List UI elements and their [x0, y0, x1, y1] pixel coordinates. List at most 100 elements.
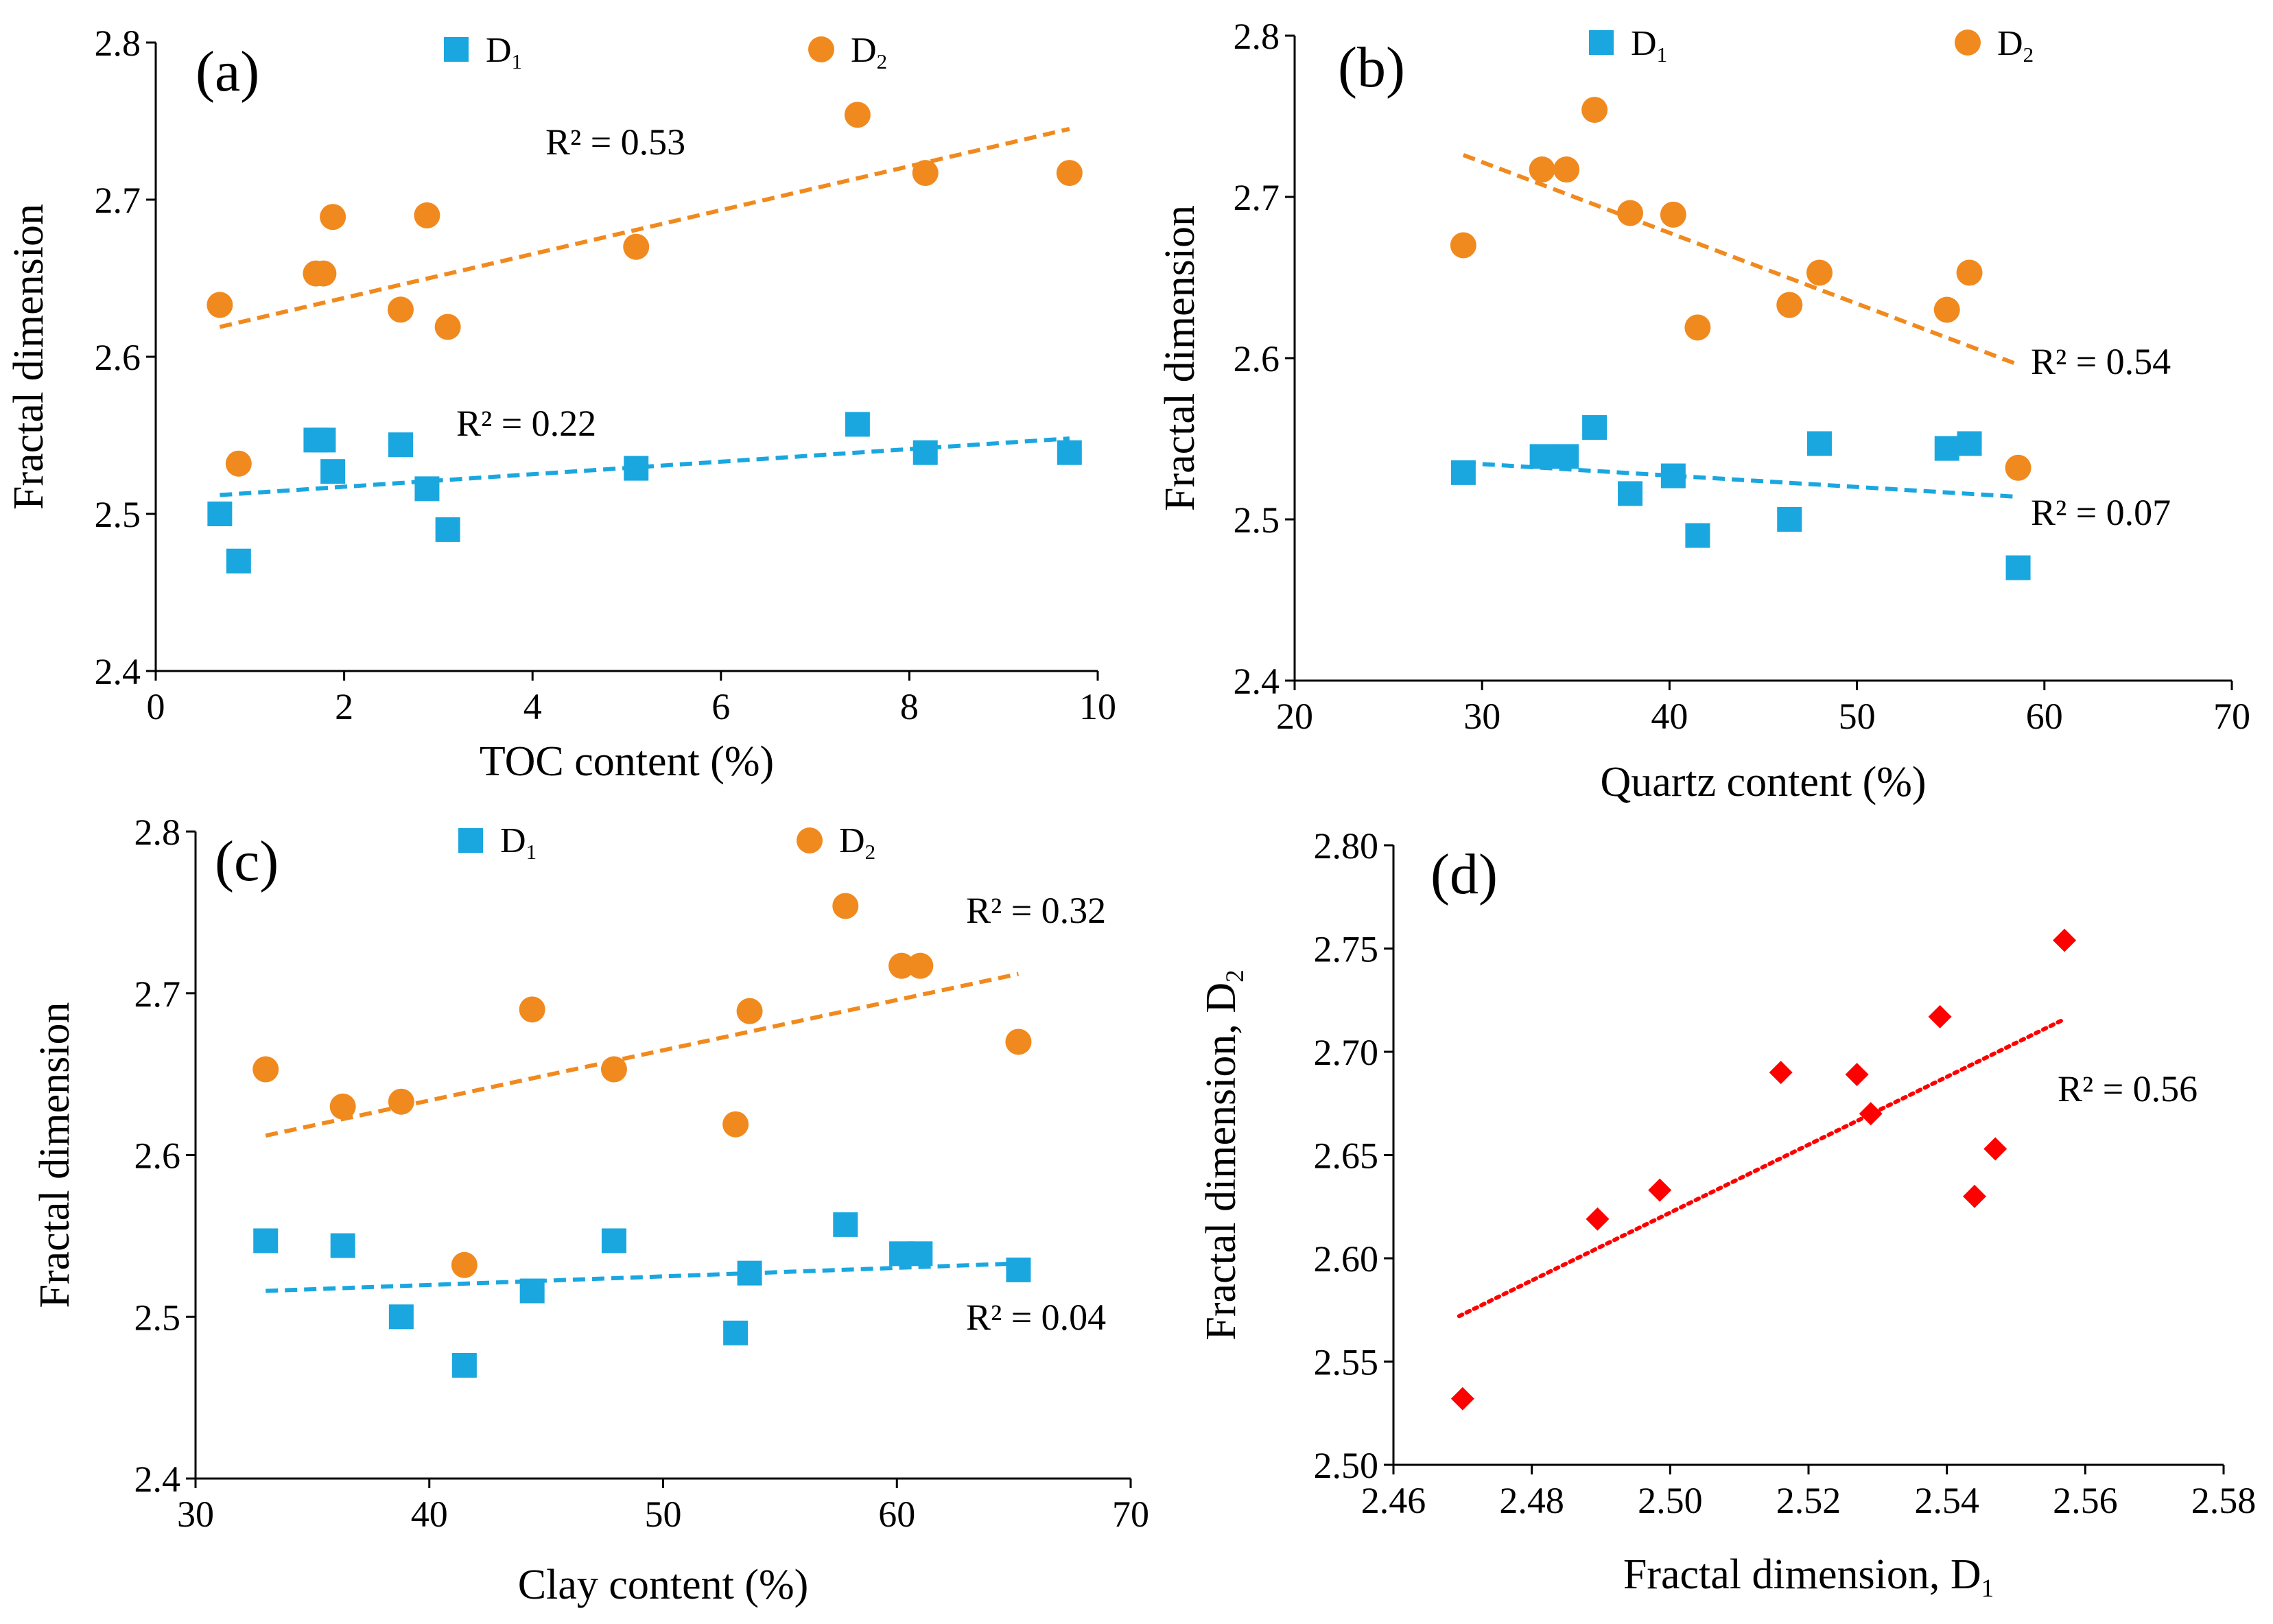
x-tick-label: 70	[2213, 696, 2250, 737]
panel-label: (c)	[215, 829, 279, 893]
data-point	[1934, 436, 1959, 461]
data-point	[907, 952, 934, 979]
panel-a-toc: 2.4 2.5 2.6 2.7 2.8 0 2 4 6 8 10 TOC content (%) Fra…	[5, 23, 1116, 785]
y-tick-label: 2.80	[1314, 825, 1379, 867]
data-point	[1660, 201, 1686, 228]
data-point	[1928, 1004, 1952, 1028]
legend-entry-label-main: D	[500, 821, 526, 860]
data-point	[908, 1241, 933, 1267]
data-point	[623, 233, 650, 260]
x-axis-title-main: Fractal dimension, D	[1623, 1551, 1981, 1598]
data-point	[1806, 431, 1832, 456]
y-tick-label: 2.7	[1234, 177, 1280, 218]
data-point	[1859, 1102, 1883, 1126]
y-tick-label: 2.4	[1234, 661, 1280, 702]
y-tick-label: 2.60	[1314, 1238, 1379, 1280]
x-tick-label: 30	[1463, 696, 1500, 737]
series-d2	[1450, 97, 2031, 481]
y-axis-title: Fractal dimension	[5, 204, 52, 510]
data-point	[225, 450, 252, 477]
x-tick-label: 60	[878, 1494, 915, 1535]
trendline	[219, 127, 1070, 329]
data-point	[388, 1304, 414, 1330]
data-point	[207, 502, 233, 526]
y-axis-title-main: Fractal dimension, D	[1198, 982, 1245, 1341]
data-point	[1581, 97, 1608, 123]
x-tick-label: 2.52	[1776, 1480, 1841, 1521]
y-tick-label: 2.4	[134, 1459, 181, 1500]
legend-marker-square	[444, 37, 469, 62]
data-point	[624, 456, 649, 481]
data-point	[207, 292, 233, 318]
data-point	[310, 260, 337, 287]
legend-entry-label: D1	[486, 31, 522, 73]
x-axis-title: Fractal dimension, D1	[1623, 1551, 1994, 1603]
legend-entry-label: D2	[1997, 24, 2034, 67]
data-point	[722, 1111, 749, 1138]
data-point	[320, 459, 346, 484]
legend-marker-square	[1589, 30, 1614, 55]
data-point	[1057, 440, 1082, 465]
data-point	[330, 1233, 355, 1258]
data-point	[226, 548, 251, 574]
x-axis-title: Quartz content (%)	[1600, 759, 1926, 805]
data-point	[1769, 1061, 1793, 1085]
y-tick-label: 2.70	[1314, 1032, 1379, 1073]
y-axis-title: Fractal dimension	[1157, 205, 1203, 511]
legend-entry-label-subscript: 1	[512, 49, 523, 73]
data-point	[1554, 444, 1579, 469]
r-squared-label: R² = 0.54	[2031, 341, 2171, 382]
data-point	[388, 432, 413, 458]
legend-entry-label-subscript: 2	[2023, 43, 2034, 67]
x-tick-label: 2.56	[2053, 1480, 2118, 1521]
y-tick-label: 2.5	[1234, 499, 1280, 541]
legend-entry-label-main: D	[1997, 24, 2023, 63]
x-tick-label: 2.48	[1499, 1480, 1564, 1521]
legend-entry-label: D1	[1631, 24, 1667, 67]
y-axis-title: Fractal dimension, D2	[1198, 969, 1249, 1340]
legend-entry-label-main: D	[851, 31, 877, 70]
y-tick-label: 2.8	[1234, 16, 1280, 57]
series-d2	[252, 893, 1032, 1278]
data-point	[1529, 156, 1555, 183]
series-d1-vs-d2	[1450, 928, 2077, 1411]
data-point	[1005, 1028, 1032, 1055]
legend-marker-circle	[808, 36, 834, 62]
x-tick-label: 70	[1112, 1494, 1149, 1535]
x-axis-title-subscript: 1	[1981, 1575, 1994, 1603]
y-tick-label: 2.6	[1234, 338, 1280, 379]
panel-label: (d)	[1430, 843, 1498, 906]
data-point	[1582, 415, 1607, 440]
x-tick-label: 8	[900, 686, 919, 727]
trendline	[1462, 153, 2019, 367]
x-tick-label: 2	[335, 686, 353, 727]
x-tick-label: 2.50	[1638, 1480, 1703, 1521]
data-point	[1845, 1063, 1869, 1087]
legend-entry-label-subscript: 2	[865, 840, 876, 864]
x-tick-label: 20	[1276, 696, 1313, 737]
x-tick-label: 10	[1079, 686, 1116, 727]
data-point	[833, 1212, 858, 1237]
trendline	[266, 1261, 1019, 1293]
data-point	[414, 476, 440, 502]
r-squared-label: R² = 0.04	[966, 1297, 1106, 1338]
legend-entry-label-subscript: 2	[877, 49, 888, 73]
data-point	[1963, 1184, 1986, 1208]
legend-entry-label: D2	[851, 31, 887, 73]
legend-entry-label: D2	[839, 821, 875, 864]
data-point	[1983, 1137, 2007, 1161]
r-squared-label: R² = 0.22	[456, 403, 596, 444]
data-point	[1450, 232, 1476, 259]
legend-marker-circle	[1955, 30, 1981, 56]
data-point	[888, 952, 915, 979]
r-squared-label: R² = 0.07	[2031, 492, 2171, 533]
y-tick-label: 2.75	[1314, 929, 1379, 970]
legend-entry-label: D1	[500, 821, 537, 864]
panel-label: (a)	[196, 40, 259, 104]
data-point	[451, 1251, 478, 1278]
x-tick-label: 30	[177, 1494, 214, 1535]
data-point	[1684, 314, 1711, 341]
y-tick-label: 2.65	[1314, 1135, 1379, 1177]
data-point	[1006, 1257, 1031, 1282]
x-tick-label: 40	[411, 1494, 448, 1535]
